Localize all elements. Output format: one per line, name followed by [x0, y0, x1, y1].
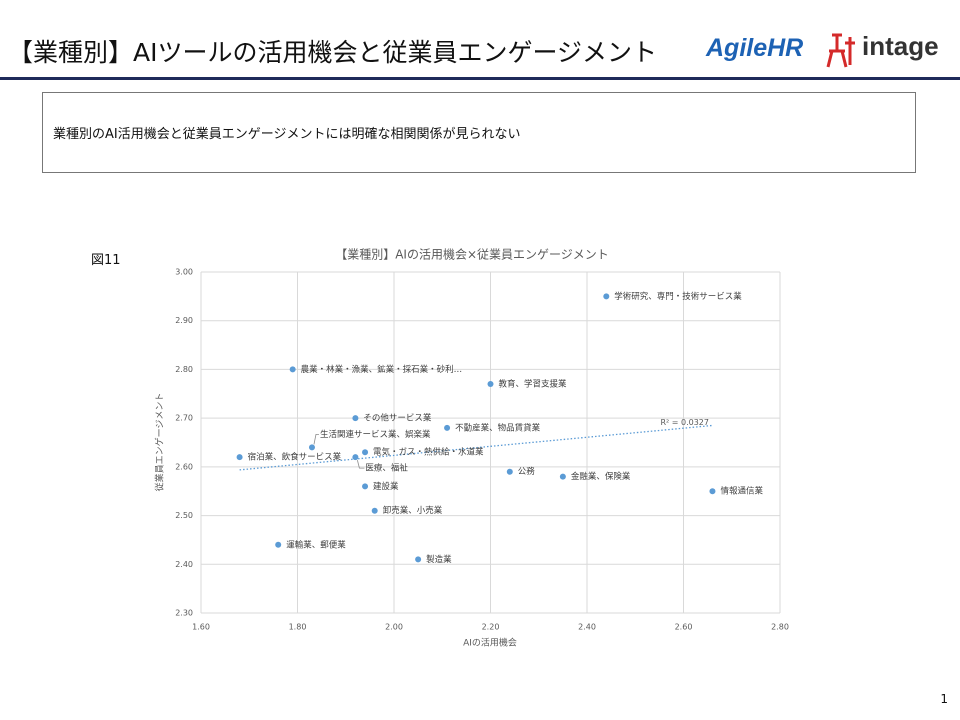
point-label: 電気・ガス・熱供給・水道業 — [373, 447, 484, 458]
y-tick-label: 2.70 — [175, 414, 193, 423]
point-label: 農業・林業・漁業、鉱業・採石業・砂利… — [301, 364, 463, 375]
point-label: 医療、福祉 — [365, 463, 408, 474]
x-axis-title: AIの活用機会 — [463, 637, 517, 649]
x-tick-label: 2.40 — [578, 623, 596, 632]
chart-title: 【業種別】AIの活用機会×従業員エンゲージメント — [335, 247, 609, 262]
leader-line — [313, 433, 319, 445]
y-tick-label: 2.80 — [175, 365, 193, 374]
x-tick-label: 2.00 — [385, 623, 403, 632]
y-tick-label: 2.60 — [175, 462, 193, 471]
point — [559, 473, 566, 480]
point — [487, 381, 494, 388]
figure-label: 図11 — [91, 253, 121, 268]
point — [289, 366, 296, 373]
point-label: 教育、学習支援業 — [499, 379, 568, 390]
point-label: 製造業 — [426, 554, 452, 565]
x-tick-label: 2.80 — [771, 623, 789, 632]
summary-text: 業種別のAI活用機会と従業員エンゲージメントには明確な相関関係が見られない — [53, 127, 521, 142]
trendline — [239, 424, 713, 471]
point-label: 卸売業、小売業 — [383, 505, 443, 516]
y-tick-label: 2.50 — [175, 511, 193, 520]
slide-title: 【業種別】AIツールの活用機会と従業員エンゲージメント — [8, 38, 657, 67]
point — [603, 293, 610, 300]
y-tick-label: 3.00 — [175, 268, 193, 277]
point — [308, 444, 315, 451]
x-tick-label: 1.80 — [289, 623, 307, 632]
point — [444, 424, 451, 431]
y-tick-label: 2.30 — [175, 609, 193, 618]
point-label: 生活関連サービス業、娯楽業 — [320, 429, 431, 440]
point-label: その他サービス業 — [363, 413, 432, 424]
point-label: 宿泊業、飲食サービス業 — [248, 452, 342, 463]
point — [362, 483, 369, 490]
x-tick-label: 1.60 — [192, 623, 210, 632]
point — [371, 507, 378, 514]
point-label: 情報通信業 — [720, 486, 763, 497]
y-tick-label: 2.40 — [175, 560, 193, 569]
point-label: 学術研究、専門・技術サービス業 — [614, 291, 742, 302]
point-label: 公務 — [518, 466, 536, 477]
page-number: 1 — [940, 692, 948, 706]
point — [362, 449, 369, 456]
x-tick-label: 2.60 — [675, 623, 693, 632]
summary-box: 業種別のAI活用機会と従業員エンゲージメントには明確な相関関係が見られない — [42, 92, 916, 173]
leader-line — [357, 460, 365, 469]
logo-intage: intage — [862, 31, 939, 61]
point-label: 不動産業、物品賃貸業 — [455, 422, 541, 433]
point-label: 建設業 — [373, 481, 399, 492]
logo-agile-hr: AgileHR — [706, 34, 804, 62]
point — [709, 488, 716, 495]
y-tick-label: 2.90 — [175, 316, 193, 325]
point — [506, 468, 513, 475]
trendline-label: R² = 0.0327 — [660, 418, 709, 427]
point-label: 運輸業、郵便業 — [286, 539, 346, 550]
point-label: 金融業、保険業 — [571, 471, 631, 482]
y-axis-title: 従業員エンゲージメント — [154, 393, 166, 492]
point — [352, 415, 359, 422]
point — [275, 541, 282, 548]
x-tick-label: 2.20 — [482, 623, 500, 632]
point — [415, 556, 422, 563]
point — [236, 454, 243, 461]
header-rule — [0, 77, 960, 80]
logo-icon — [826, 33, 855, 68]
point — [352, 454, 359, 461]
